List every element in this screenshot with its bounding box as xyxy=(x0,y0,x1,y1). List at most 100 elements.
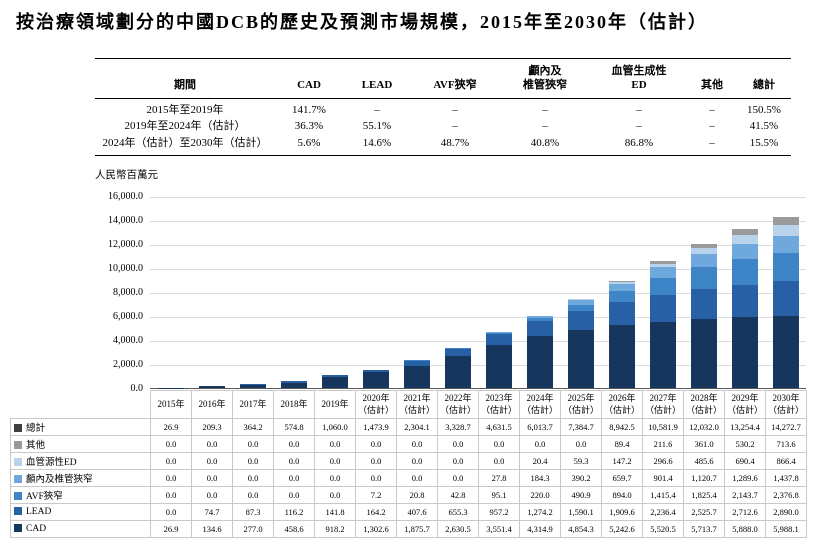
x-axis-category: 2016年 xyxy=(191,390,233,419)
cagr-header-cell: 期間 xyxy=(95,58,275,99)
stacked-bar xyxy=(444,348,471,388)
cagr-value-cell: – xyxy=(709,120,715,133)
data-value-cell: 1,437.8 xyxy=(765,469,807,487)
data-value-cell: 4,314.9 xyxy=(519,520,561,538)
data-value-cell: 390.2 xyxy=(560,469,602,487)
data-value-cell: 0.0 xyxy=(191,469,233,487)
bar-segment xyxy=(280,382,307,388)
cagr-header-cell: CAD xyxy=(275,58,343,99)
cagr-header-row: 期間 CAD LEAD AVF狹窄 顱內及 椎管狹窄 血管生成性 ED 其他 總計 xyxy=(95,58,791,99)
bar-segment xyxy=(731,259,758,285)
data-value-cell: 0.0 xyxy=(355,435,397,453)
cagr-period-cell: 2015年至2019年 xyxy=(146,103,224,116)
data-value-cell: 141.8 xyxy=(314,503,356,521)
bar-segment xyxy=(731,317,758,388)
gridline xyxy=(150,341,806,342)
bar-segment xyxy=(690,267,717,290)
stacked-bar xyxy=(485,332,512,388)
x-axis-category: 2015年 xyxy=(150,390,192,419)
bar-segment xyxy=(608,291,635,303)
data-value-cell: 20.8 xyxy=(396,486,438,504)
data-value-cell: 0.0 xyxy=(191,435,233,453)
data-value-cell: 89.4 xyxy=(601,435,643,453)
bar-segment xyxy=(444,348,471,357)
bar-segment xyxy=(362,370,389,373)
bar-segment xyxy=(403,360,430,366)
data-value-cell: 490.9 xyxy=(560,486,602,504)
gridline xyxy=(150,317,806,318)
x-axis-category: 2018年 xyxy=(273,390,315,419)
data-value-cell: 1,060.0 xyxy=(314,418,356,436)
data-value-cell: 0.0 xyxy=(232,452,274,470)
data-value-cell: 0.0 xyxy=(437,452,479,470)
gridline xyxy=(150,197,806,198)
series-label-cell: AVF狹窄 xyxy=(10,486,151,504)
series-label-cell: CAD xyxy=(10,520,151,538)
data-value-cell: 209.3 xyxy=(191,418,233,436)
data-value-cell: 0.0 xyxy=(232,469,274,487)
bar-segment xyxy=(649,294,676,322)
year-header-row: 2015年 2016年 2017年 2018年 2019年 2020年 （估計） 2021年（… xyxy=(11,390,807,419)
cagr-header-cell: 其他 xyxy=(687,58,737,99)
cagr-summary-table: 期間 CAD LEAD AVF狹窄 顱內及 椎管狹窄 血管生成性 ED 其他 總計 2015年至2… xyxy=(95,58,791,157)
bar-segment xyxy=(239,383,266,385)
cagr-value-cell: 48.7% xyxy=(411,135,499,157)
data-table-row: CAD 26.9 134.6 277.0 458.6 918.2 1,302.6 1,875.… xyxy=(10,520,807,538)
cagr-header-cell: LEAD xyxy=(343,58,411,99)
data-value-cell: 0.0 xyxy=(273,486,315,504)
data-value-cell: 20.4 xyxy=(519,452,561,470)
y-axis-tick-label: 0.0 xyxy=(130,383,144,394)
data-value-cell: 4,854.3 xyxy=(560,520,602,538)
data-value-cell: 1,274.2 xyxy=(519,503,561,521)
data-value-cell: 0.0 xyxy=(273,452,315,470)
data-value-cell: 1,473.9 xyxy=(355,418,397,436)
data-value-cell: 713.6 xyxy=(765,435,807,453)
data-value-cell: 957.2 xyxy=(478,503,520,521)
stacked-bar xyxy=(526,315,553,388)
data-value-cell: 2,304.1 xyxy=(396,418,438,436)
data-value-cell: 95.1 xyxy=(478,486,520,504)
data-value-cell: 27.8 xyxy=(478,469,520,487)
data-value-cell: 2,236.4 xyxy=(642,503,684,521)
stacked-bar xyxy=(321,375,348,388)
data-value-cell: 0.0 xyxy=(519,435,561,453)
bar-segment xyxy=(731,228,758,236)
cagr-row: 2019年至2024年（估計） 36.3% 55.1% – – – – 41.5% xyxy=(95,118,791,135)
bar-segment xyxy=(731,243,758,260)
data-value-cell: 0.0 xyxy=(355,469,397,487)
data-value-cell: 3,328.7 xyxy=(437,418,479,436)
data-value-cell: 655.3 xyxy=(437,503,479,521)
data-value-cell: 894.0 xyxy=(601,486,643,504)
stacked-bar xyxy=(239,383,266,388)
data-value-cell: 2,525.7 xyxy=(683,503,725,521)
bar-segment xyxy=(772,235,799,253)
bar-segment xyxy=(649,263,676,268)
cagr-value-cell: 55.1% xyxy=(362,120,392,133)
bar-segment xyxy=(731,235,758,244)
cagr-value-cell: 141.7% xyxy=(292,103,326,116)
x-axis-category: 2026年 （估計） xyxy=(601,390,643,419)
bar-segment xyxy=(321,376,348,388)
stacked-bar xyxy=(403,360,430,388)
x-axis-category: 2021年 （估計） xyxy=(396,390,438,419)
data-value-cell: 0.0 xyxy=(396,435,438,453)
x-axis-category: 2029年 （估計） xyxy=(724,390,766,419)
data-value-cell: 659.7 xyxy=(601,469,643,487)
data-value-cell: 4,631.5 xyxy=(478,418,520,436)
data-value-cell: 5,520.5 xyxy=(642,520,684,538)
page-title: 按治療領域劃分的中國DCB的歷史及預測市場規模，2015年至2030年（估計） xyxy=(16,12,709,32)
data-value-cell: 14,272.7 xyxy=(765,418,807,436)
cagr-value-cell: – xyxy=(687,135,737,157)
legend-swatch xyxy=(14,507,22,515)
bar-segment xyxy=(567,310,594,330)
bar-segment xyxy=(362,372,389,388)
y-axis-tick-label: 8,000.0 xyxy=(113,287,143,298)
data-value-cell: 134.6 xyxy=(191,520,233,538)
gridline xyxy=(150,245,806,246)
y-axis-tick-label: 6,000.0 xyxy=(113,311,143,322)
data-value-cell: 12,032.0 xyxy=(683,418,725,436)
bar-segment xyxy=(567,329,594,388)
data-value-cell: 901.4 xyxy=(642,469,684,487)
bar-segment xyxy=(649,277,676,295)
